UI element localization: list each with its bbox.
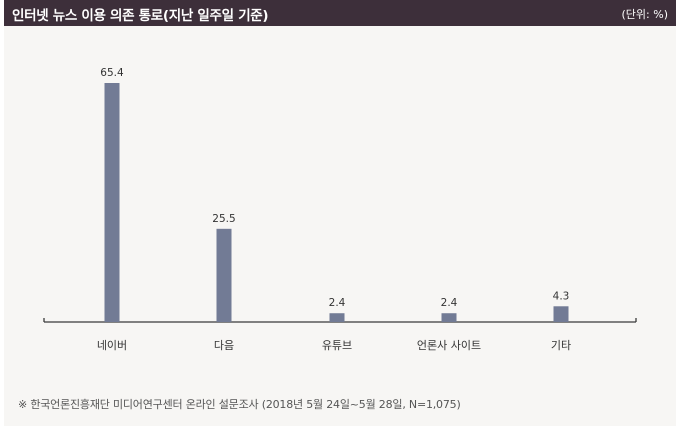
- data-label: 65.4: [100, 67, 124, 79]
- unit-label: (단위: %): [621, 8, 668, 21]
- data-label: 2.4: [329, 297, 346, 309]
- category-label: 언론사 사이트: [417, 339, 481, 352]
- data-label: 4.3: [553, 290, 570, 302]
- category-label: 기타: [551, 339, 571, 352]
- chart-panel: 인터넷 뉴스 이용 의존 통로(지난 일주일 기준) (단위: %) 65.4 네…: [4, 0, 676, 426]
- bar: [329, 313, 345, 322]
- bar-chart: 65.4 네이버 25.5 다음 2.4 유튜브 2.4 언론사 사이트 4.3 기타: [43, 67, 637, 352]
- bar: [216, 228, 232, 322]
- chart-title: 인터넷 뉴스 이용 의존 통로(지난 일주일 기준): [12, 8, 269, 24]
- category-label: 유튜브: [322, 339, 352, 352]
- source-footnote: ※ 한국언론진흥재단 미디어연구센터 온라인 설문조사 (2018년 5월 24…: [18, 398, 461, 411]
- category-label: 다음: [214, 339, 234, 352]
- category-label: 네이버: [97, 339, 127, 352]
- data-label: 2.4: [441, 297, 458, 309]
- bar: [553, 306, 569, 322]
- bar: [104, 83, 120, 322]
- chart-header: 인터넷 뉴스 이용 의존 통로(지난 일주일 기준) (단위: %): [4, 0, 676, 26]
- bar: [441, 313, 457, 322]
- data-label: 25.5: [212, 213, 235, 225]
